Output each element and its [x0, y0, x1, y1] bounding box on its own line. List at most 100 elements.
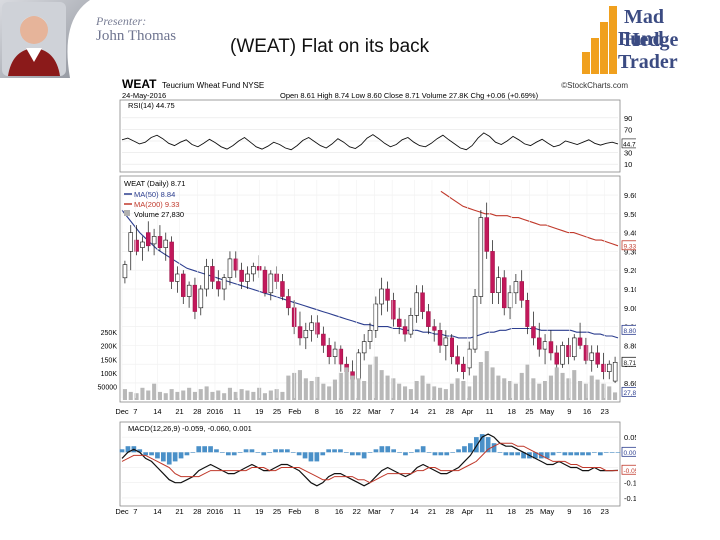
volume-bar [321, 383, 326, 400]
macd-histogram-bar [231, 452, 237, 456]
candle-body [548, 341, 554, 354]
x-tick-label-bottom: 21 [428, 507, 436, 516]
macd-histogram-bar [214, 449, 219, 453]
candle-body [589, 352, 594, 361]
volume-bar [426, 383, 431, 400]
candle-body [396, 318, 402, 327]
candle-body [128, 232, 133, 252]
volume-bar [537, 383, 542, 400]
candle-body [286, 296, 291, 309]
candle-body [227, 258, 233, 278]
price-candle [583, 337, 589, 365]
volume-bar [204, 386, 209, 400]
candle-body [449, 337, 454, 357]
x-tick-label-bottom: May [540, 507, 554, 516]
candle-body [216, 281, 221, 290]
price-candle [128, 225, 133, 271]
x-tick-label-bottom: 21 [175, 507, 183, 516]
candle-body [402, 326, 408, 335]
candle-body [583, 345, 589, 361]
price-candle [145, 221, 151, 252]
macd-histogram-bar [220, 452, 225, 453]
macd-histogram-bar [409, 452, 414, 453]
volume-bar [175, 391, 180, 400]
x-tick-label: 2016 [207, 407, 224, 416]
x-tick-label-bottom: Feb [288, 507, 301, 516]
price-candle [554, 345, 559, 372]
candle-body [461, 363, 466, 373]
macd-histogram-bar [521, 452, 526, 459]
volume-bar [525, 364, 530, 400]
x-tick-label-bottom: 28 [193, 507, 201, 516]
volume-bar [566, 378, 571, 400]
price-candle [326, 337, 332, 365]
price-candle [484, 202, 489, 259]
macd-histogram-bar [290, 452, 296, 453]
macd-histogram-bar [568, 452, 574, 456]
volume-bar [519, 372, 524, 400]
volume-bar [216, 390, 221, 400]
volume-bar [473, 375, 478, 400]
volume-bar [461, 381, 466, 400]
candle-body [536, 337, 542, 350]
presenter-label: Presenter: [96, 14, 147, 28]
price-candle [169, 236, 174, 289]
price-tick-label: 9.20 [624, 266, 636, 275]
chart-credit: ©StockCharts.com [561, 81, 628, 90]
macd-histogram-bar [462, 446, 467, 453]
x-tick-label: 21 [175, 407, 183, 416]
price-candle [216, 270, 221, 297]
volume-bar [140, 387, 145, 400]
x-tick-label-bottom: 9 [567, 507, 571, 516]
macd-tick-label: 0.05 [624, 433, 636, 442]
price-tick-label: 9.30 [624, 247, 636, 256]
macd-histogram-bar [338, 449, 343, 453]
macd-histogram-bar [373, 449, 379, 453]
candle-body [157, 236, 163, 248]
price-candle [548, 330, 554, 361]
volume-tick-label: 100K [101, 371, 118, 378]
price-candle [262, 266, 268, 297]
volume-bar [251, 391, 256, 400]
macd-histogram-bar [172, 452, 178, 462]
macd-histogram-bar [515, 452, 520, 456]
volume-bar [508, 381, 513, 400]
volume-bar [245, 390, 250, 400]
x-tick-label-bottom: Mar [368, 507, 381, 516]
rsi-tick-label: 10 [624, 160, 632, 169]
candle-body [391, 300, 396, 320]
candle-body [332, 348, 338, 357]
macd-histogram-bar [580, 452, 585, 456]
macd-histogram-bar [432, 452, 438, 456]
price-candle [589, 345, 594, 372]
macd-histogram-bar [592, 452, 597, 453]
macd-histogram-bar [273, 449, 278, 453]
price-value-flag-label: 27,831 [624, 390, 637, 397]
macd-histogram-bar [479, 434, 485, 453]
chart-date: 24-May-2016 [122, 91, 166, 100]
price-candle [332, 341, 338, 365]
macd-panel [119, 421, 621, 507]
x-tick-label: Mar [368, 407, 381, 416]
candle-body [531, 326, 536, 339]
volume-bar [280, 391, 285, 400]
price-candle [478, 210, 484, 304]
candle-body [379, 288, 384, 305]
price-candle [315, 315, 320, 338]
volume-bar [152, 383, 157, 400]
candle-body [606, 363, 612, 373]
x-tick-label: Dec [115, 407, 129, 416]
x-tick-label-bottom: 23 [601, 507, 609, 516]
chart-title: WEAT [122, 77, 157, 91]
volume-bar [222, 393, 227, 400]
candle-body [478, 217, 484, 297]
price-candle [309, 315, 314, 342]
macd-histogram-bar [155, 452, 160, 459]
x-tick-label: 28 [193, 407, 201, 416]
volume-bar [362, 381, 367, 400]
price-candle [571, 334, 577, 361]
presenter-name: John Thomas [96, 28, 177, 44]
volume-bar [531, 378, 536, 400]
volume-bar [414, 381, 419, 400]
macd-histogram-bar [249, 449, 255, 453]
